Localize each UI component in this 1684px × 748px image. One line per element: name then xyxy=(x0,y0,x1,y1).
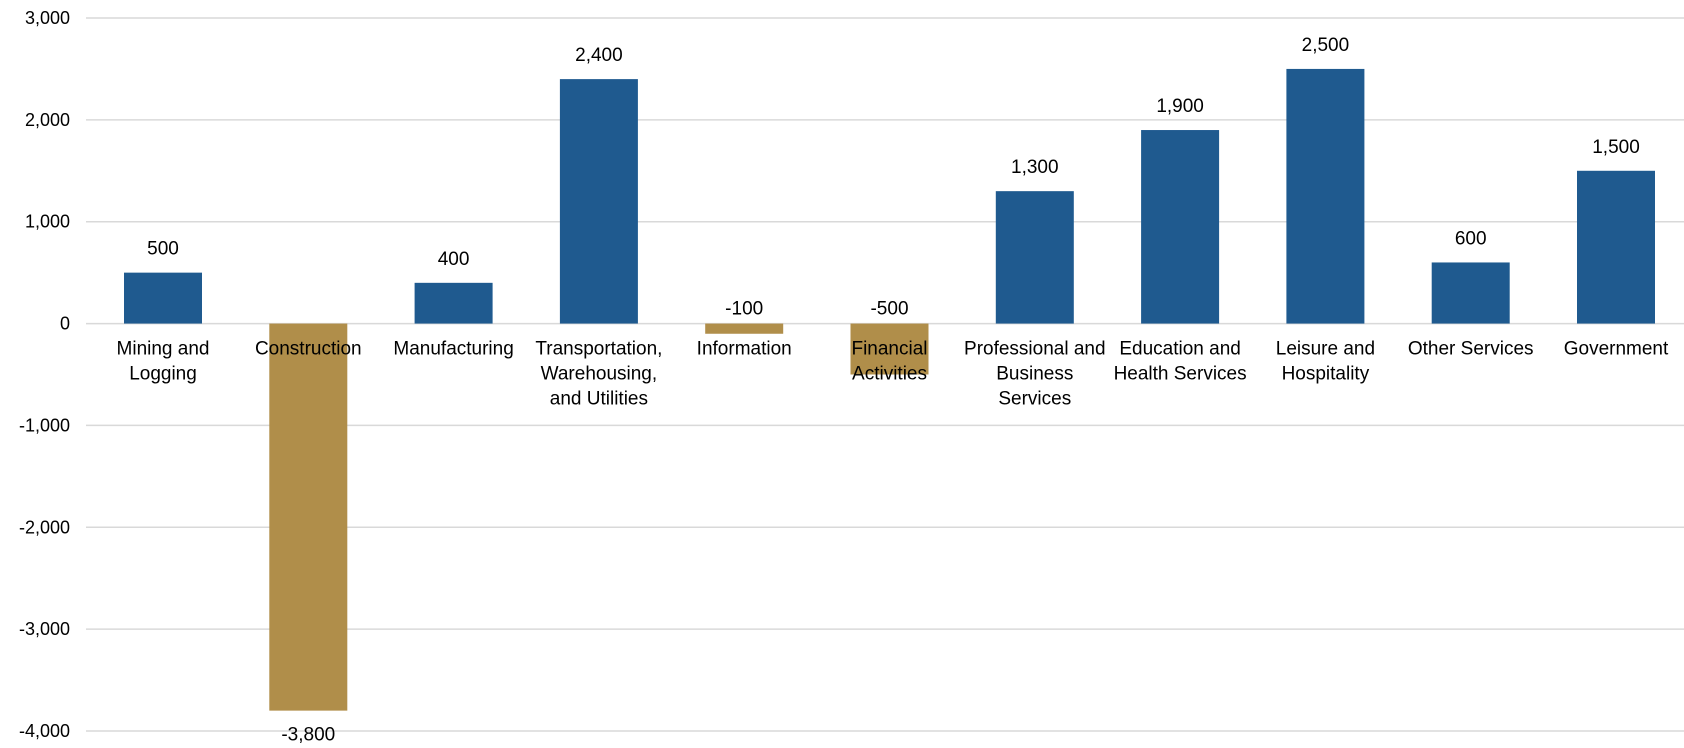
bar xyxy=(559,79,638,324)
data-label: 600 xyxy=(1455,228,1487,249)
data-labels: 500 -3,800 400 2,400 -100 -500 1,300 1,900 2,500… xyxy=(147,35,1640,746)
category-label: Leisure and Hospitality xyxy=(1276,339,1375,385)
category-label-line: Manufacturing xyxy=(393,339,513,360)
data-label: -100 xyxy=(725,299,763,320)
y-tick-label: -4,000 xyxy=(19,721,70,741)
data-label: 2,400 xyxy=(575,45,623,66)
category-label-line: Information xyxy=(697,339,792,360)
category-label-line: Government xyxy=(1564,339,1669,360)
category-label: Education and Health Services xyxy=(1114,339,1247,385)
category-label: Other Services xyxy=(1408,339,1534,360)
data-label: -3,800 xyxy=(281,725,335,746)
bar xyxy=(124,272,202,324)
bar xyxy=(414,282,493,324)
bar xyxy=(850,323,929,375)
category-label: Professional and Business Services xyxy=(964,339,1106,410)
category-label: Government xyxy=(1564,339,1669,360)
y-tick-label: -2,000 xyxy=(19,517,70,537)
category-label: Manufacturing xyxy=(393,339,513,360)
data-label: 1,500 xyxy=(1592,137,1640,158)
bar xyxy=(269,323,348,711)
category-label-line: and Utilities xyxy=(550,389,648,410)
bars xyxy=(124,68,1655,711)
gridlines xyxy=(86,17,1684,732)
category-label-line: Business xyxy=(996,364,1073,385)
bar xyxy=(705,323,784,334)
y-tick-label: -1,000 xyxy=(19,415,70,435)
category-label-line: Other Services xyxy=(1408,339,1534,360)
category-label-line: Logging xyxy=(129,364,197,385)
category-label-line: Warehousing, xyxy=(541,364,658,385)
data-label: 1,900 xyxy=(1156,96,1204,117)
data-label: 400 xyxy=(438,249,470,270)
category-label: Financial Activities xyxy=(851,339,927,385)
category-label: Mining and Logging xyxy=(117,339,210,385)
y-tick-label: 0 xyxy=(60,314,70,334)
data-label: 2,500 xyxy=(1302,35,1350,56)
data-label: 500 xyxy=(147,239,179,260)
category-label-line: Hospitality xyxy=(1282,364,1370,385)
bar xyxy=(995,191,1074,324)
data-label: -500 xyxy=(870,299,908,320)
category-label-line: Professional and xyxy=(964,339,1106,360)
bar xyxy=(1431,262,1510,324)
category-label-line: Services xyxy=(998,389,1071,410)
category-label-line: Mining and xyxy=(117,339,210,360)
category-label-line: Health Services xyxy=(1114,364,1247,385)
category-label: Information xyxy=(697,339,792,360)
category-label-line: Construction xyxy=(255,339,362,360)
y-axis-tick-labels: 3,000 2,000 1,000 0 -1,000 -2,000 -3,000 -4,000 xyxy=(19,8,70,741)
bar xyxy=(1141,130,1220,324)
y-tick-label: 1,000 xyxy=(25,212,70,232)
y-tick-label: 2,000 xyxy=(25,110,70,130)
data-label: 1,300 xyxy=(1011,157,1059,178)
category-label: Construction xyxy=(255,339,362,360)
category-label-line: Leisure and xyxy=(1276,339,1375,360)
category-label-line: Education and xyxy=(1119,339,1241,360)
y-tick-label: -3,000 xyxy=(19,619,70,639)
bar xyxy=(1286,68,1365,324)
category-label: Transportation, Warehousing, and Utilities xyxy=(535,339,662,410)
category-label-line: Activities xyxy=(852,364,927,385)
y-tick-label: 3,000 xyxy=(25,8,70,28)
category-label-line: Financial xyxy=(851,339,927,360)
category-label-line: Transportation, xyxy=(535,339,662,360)
category-labels: Mining and Logging Construction Manufacturi… xyxy=(117,339,1669,410)
bar xyxy=(1577,170,1655,324)
